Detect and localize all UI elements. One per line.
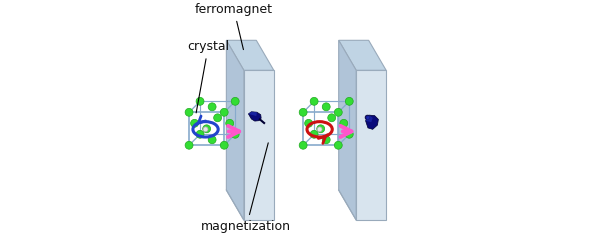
- Circle shape: [231, 130, 239, 138]
- Polygon shape: [226, 40, 274, 70]
- Circle shape: [334, 141, 342, 149]
- Circle shape: [317, 125, 325, 133]
- Circle shape: [299, 141, 307, 149]
- Circle shape: [322, 103, 330, 111]
- Circle shape: [299, 108, 307, 116]
- Text: ferromagnet: ferromagnet: [195, 3, 273, 50]
- Circle shape: [305, 119, 313, 127]
- Polygon shape: [365, 115, 379, 129]
- Circle shape: [231, 97, 239, 105]
- Polygon shape: [365, 115, 373, 122]
- Polygon shape: [338, 40, 356, 220]
- Circle shape: [322, 136, 330, 144]
- Circle shape: [203, 125, 211, 133]
- Circle shape: [310, 97, 318, 105]
- Circle shape: [203, 127, 208, 132]
- Circle shape: [310, 130, 318, 138]
- Circle shape: [328, 114, 335, 122]
- Circle shape: [346, 97, 353, 105]
- Circle shape: [185, 108, 193, 116]
- Circle shape: [220, 141, 228, 149]
- Text: magnetization: magnetization: [202, 143, 292, 233]
- Circle shape: [365, 115, 370, 120]
- Text: crystal: crystal: [187, 40, 229, 113]
- Polygon shape: [248, 112, 257, 116]
- Circle shape: [196, 130, 204, 138]
- Circle shape: [340, 119, 348, 127]
- Circle shape: [208, 103, 216, 111]
- Circle shape: [334, 108, 342, 116]
- Circle shape: [185, 141, 193, 149]
- Polygon shape: [244, 70, 274, 220]
- Circle shape: [346, 130, 353, 138]
- Polygon shape: [338, 40, 386, 70]
- Circle shape: [214, 114, 221, 122]
- Circle shape: [366, 116, 369, 119]
- Circle shape: [317, 127, 322, 132]
- Polygon shape: [356, 70, 386, 220]
- Polygon shape: [226, 40, 244, 220]
- Polygon shape: [248, 112, 261, 121]
- Circle shape: [196, 97, 204, 105]
- Circle shape: [251, 112, 257, 118]
- Circle shape: [191, 119, 199, 127]
- Circle shape: [220, 108, 228, 116]
- Circle shape: [208, 136, 216, 144]
- Circle shape: [226, 119, 233, 127]
